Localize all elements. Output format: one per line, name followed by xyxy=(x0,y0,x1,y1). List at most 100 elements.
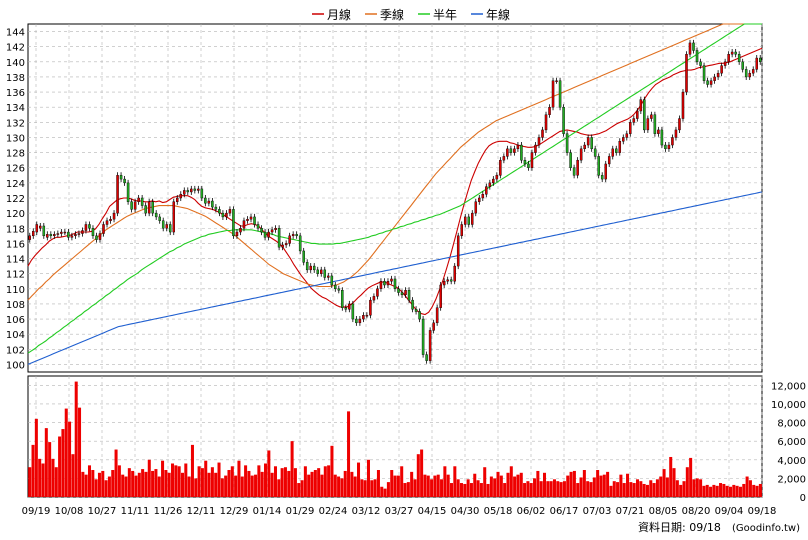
volume-bar-49 xyxy=(190,444,194,497)
candle-body-106 xyxy=(400,292,404,296)
volume-bar-220 xyxy=(758,483,762,497)
volume-bar-74 xyxy=(273,466,277,497)
candle-body-52 xyxy=(211,200,214,208)
volume-bar-89 xyxy=(323,466,327,497)
candle-body-199 xyxy=(727,54,730,63)
volume-bar-99 xyxy=(357,462,361,497)
x-tick-label-20: 08/20 xyxy=(682,506,711,517)
candle-body-130 xyxy=(485,186,488,195)
candle-body-88 xyxy=(337,288,341,291)
candle-body-63 xyxy=(249,216,253,220)
volume-bar-17 xyxy=(84,474,88,497)
volume-bar-1 xyxy=(31,444,35,497)
x-tick-label-2: 10/27 xyxy=(88,506,117,517)
x-tick-label-14: 05/18 xyxy=(484,506,513,517)
volume-bar-28 xyxy=(121,474,125,497)
volume-bar-141 xyxy=(496,471,500,497)
volume-bar-69 xyxy=(257,465,261,497)
volume-bar-108 xyxy=(386,482,390,497)
volume-bar-208 xyxy=(719,483,723,497)
volume-bar-203 xyxy=(702,485,706,497)
candle-body-103 xyxy=(390,278,393,282)
candle-body-147 xyxy=(544,114,548,131)
volume-bar-9 xyxy=(58,436,62,497)
volume-bar-36 xyxy=(147,459,151,497)
x-tick-label-15: 06/02 xyxy=(517,506,546,517)
volume-tick-label-5: 10,000 xyxy=(771,400,806,411)
candle-body-138 xyxy=(513,148,516,153)
volume-bar-217 xyxy=(748,480,752,497)
candle-body-141 xyxy=(523,159,527,165)
candle-body-191 xyxy=(699,61,702,66)
candle-body-80 xyxy=(309,265,312,271)
candle-body-5 xyxy=(46,234,49,238)
candle-body-42 xyxy=(176,197,179,202)
volume-bar-198 xyxy=(685,467,689,497)
volume-bar-169 xyxy=(589,482,593,497)
candle-body-40 xyxy=(168,224,172,233)
volume-bar-35 xyxy=(144,471,148,497)
candle-body-50 xyxy=(204,197,207,204)
volume-bar-158 xyxy=(552,479,556,497)
volume-bar-81 xyxy=(297,483,301,497)
volume-bar-146 xyxy=(513,476,517,497)
candle-body-193 xyxy=(706,80,709,85)
candle-body-99 xyxy=(376,288,379,297)
volume-bar-80 xyxy=(293,468,297,497)
volume-bar-134 xyxy=(473,473,477,497)
volume-bar-212 xyxy=(732,484,736,497)
volume-bar-122 xyxy=(433,475,437,497)
volume-bar-140 xyxy=(493,478,497,497)
volume-tick-label-3: 6,000 xyxy=(777,437,806,448)
candle-body-164 xyxy=(604,163,607,180)
volume-bar-20 xyxy=(94,479,98,497)
candle-body-71 xyxy=(277,228,281,248)
candle-body-129 xyxy=(481,194,485,199)
candle-body-184 xyxy=(674,129,678,138)
candle-body-198 xyxy=(723,61,727,66)
volume-bar-128 xyxy=(453,466,457,497)
candle-body-121 xyxy=(453,265,456,282)
candle-body-142 xyxy=(527,163,530,168)
price-tick-label-15: 130 xyxy=(6,133,25,144)
volume-bar-118 xyxy=(420,449,424,497)
volume-bar-167 xyxy=(582,470,586,497)
volume-bar-91 xyxy=(330,445,334,497)
candle-body-197 xyxy=(720,65,723,74)
candle-body-98 xyxy=(372,296,376,301)
volume-bar-170 xyxy=(592,477,596,497)
candle-body-183 xyxy=(671,137,674,146)
candle-body-162 xyxy=(597,156,600,176)
candle-body-111 xyxy=(418,311,421,320)
candle-body-155 xyxy=(572,167,576,176)
candle-body-78 xyxy=(302,250,305,263)
x-tick-label-5: 12/11 xyxy=(187,506,216,517)
candle-body-104 xyxy=(393,278,397,289)
volume-bar-172 xyxy=(599,475,603,497)
volume-bar-101 xyxy=(363,480,367,497)
candle-body-97 xyxy=(369,299,372,316)
candle-body-181 xyxy=(664,144,667,150)
candle-body-23 xyxy=(109,218,112,221)
candle-body-115 xyxy=(432,322,435,331)
candle-body-102 xyxy=(386,281,390,286)
volume-bar-58 xyxy=(220,478,224,497)
volume-bar-71 xyxy=(264,463,268,497)
volume-bar-162 xyxy=(566,475,570,497)
candle-body-123 xyxy=(460,224,463,237)
volume-bar-107 xyxy=(383,488,387,497)
volume-bar-96 xyxy=(347,411,351,497)
candle-body-156 xyxy=(576,159,579,176)
candle-body-151 xyxy=(558,80,562,108)
candle-body-171 xyxy=(629,122,632,134)
volume-bar-75 xyxy=(277,479,281,497)
volume-bar-142 xyxy=(499,475,503,497)
volume-bar-132 xyxy=(466,479,470,497)
candle-body-81 xyxy=(312,265,316,271)
candle-body-33 xyxy=(144,205,147,214)
volume-bar-110 xyxy=(393,475,397,497)
volume-bar-156 xyxy=(546,481,550,497)
volume-bar-37 xyxy=(151,470,155,497)
candle-body-122 xyxy=(456,235,460,267)
candle-body-206 xyxy=(751,69,755,74)
